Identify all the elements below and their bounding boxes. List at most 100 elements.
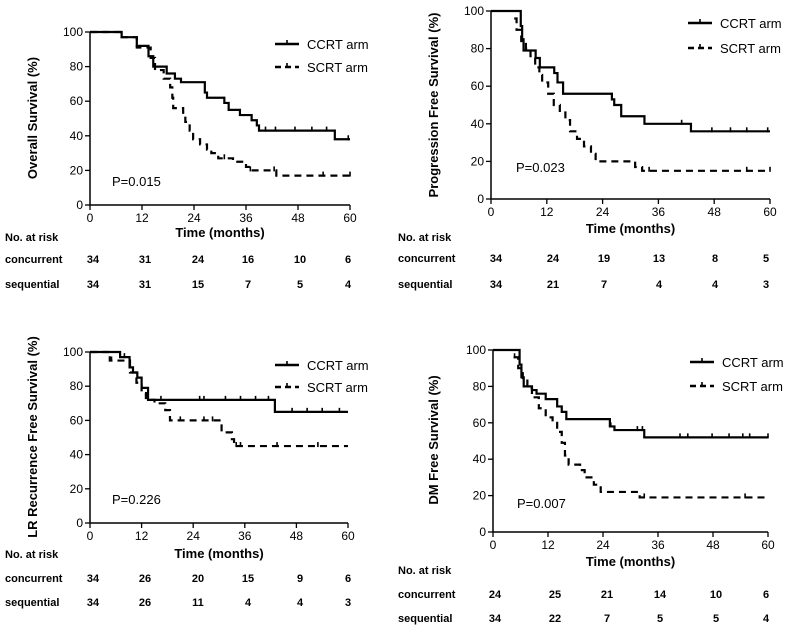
risk-count: 4 xyxy=(297,597,304,609)
risk-row-label: concurrent xyxy=(398,589,456,601)
y-tick-label: 60 xyxy=(70,94,84,108)
risk-row-label: sequential xyxy=(5,279,59,291)
risk-count: 25 xyxy=(549,589,561,601)
y-tick-label: 0 xyxy=(477,192,484,206)
km-curve-scrt xyxy=(513,356,768,499)
y-tick-label: 100 xyxy=(63,25,83,39)
p-value: P=0.015 xyxy=(112,174,161,189)
risk-count: 4 xyxy=(712,279,719,291)
risk-row-label: concurrent xyxy=(398,253,456,265)
risk-count: 13 xyxy=(653,253,665,265)
y-tick-label: 100 xyxy=(466,343,486,357)
legend-label: SCRT arm xyxy=(307,380,368,395)
x-tick-label: 24 xyxy=(187,529,201,543)
km-curve-scrt xyxy=(90,30,350,177)
x-tick-label: 0 xyxy=(87,211,94,225)
x-tick-label: 60 xyxy=(761,538,775,552)
y-tick-label: 20 xyxy=(70,482,84,496)
y-tick-label: 40 xyxy=(473,452,487,466)
y-tick-label: 20 xyxy=(471,154,485,168)
risk-count: 21 xyxy=(547,279,559,291)
legend-label: CCRT arm xyxy=(722,355,784,370)
risk-count: 9 xyxy=(297,573,303,585)
x-tick-label: 24 xyxy=(596,205,610,219)
y-axis-label: DM Free Survival (%) xyxy=(426,375,441,504)
risk-row-label: sequential xyxy=(5,597,59,609)
km-curve-ccrt xyxy=(491,9,770,133)
x-axis-label: Time (months) xyxy=(586,221,675,236)
risk-table-title: No. at risk xyxy=(398,565,452,577)
risk-count: 6 xyxy=(345,573,351,585)
y-tick-label: 0 xyxy=(76,516,83,530)
risk-count: 34 xyxy=(490,253,503,265)
y-tick-label: 40 xyxy=(70,448,84,462)
y-tick-label: 0 xyxy=(479,525,486,539)
risk-count: 26 xyxy=(139,573,151,585)
y-tick-label: 40 xyxy=(471,117,485,131)
risk-count: 34 xyxy=(87,597,100,609)
km-panel-4: 0 12 24 36 48 60 0 20 40 60 80 100 Time (months) DM F… xyxy=(398,343,784,625)
km-curve-scrt xyxy=(514,17,770,172)
risk-row-label: sequential xyxy=(398,613,452,625)
risk-count: 10 xyxy=(294,254,306,266)
risk-count: 4 xyxy=(763,613,770,625)
x-tick-label: 24 xyxy=(187,211,201,225)
y-axis-label: Overall Survival (%) xyxy=(25,57,40,179)
risk-count: 7 xyxy=(601,279,607,291)
risk-count: 11 xyxy=(192,597,204,609)
x-tick-label: 0 xyxy=(87,529,94,543)
km-curve-ccrt xyxy=(90,30,350,141)
risk-table-title: No. at risk xyxy=(5,549,59,561)
risk-count: 7 xyxy=(245,279,251,291)
risk-table-title: No. at risk xyxy=(398,232,452,244)
x-tick-label: 12 xyxy=(135,211,149,225)
risk-count: 5 xyxy=(713,613,719,625)
y-tick-label: 80 xyxy=(473,379,487,393)
risk-count: 34 xyxy=(87,279,100,291)
legend-label: SCRT arm xyxy=(720,41,781,56)
legend-label: CCRT arm xyxy=(720,16,782,31)
risk-table-title: No. at risk xyxy=(5,232,59,244)
risk-count: 22 xyxy=(549,613,561,625)
p-value: P=0.007 xyxy=(517,496,566,511)
y-tick-label: 60 xyxy=(473,416,487,430)
x-tick-label: 36 xyxy=(652,205,666,219)
y-axis-label: LR Recurrence Free Survival (%) xyxy=(25,336,40,538)
risk-count: 21 xyxy=(601,589,613,601)
risk-count: 31 xyxy=(139,254,151,266)
risk-count: 3 xyxy=(345,597,351,609)
risk-count: 10 xyxy=(710,589,722,601)
x-tick-label: 48 xyxy=(708,205,722,219)
p-value: P=0.226 xyxy=(112,492,161,507)
p-value: P=0.023 xyxy=(516,160,565,175)
risk-count: 8 xyxy=(712,253,718,265)
risk-count: 26 xyxy=(139,597,151,609)
risk-count: 34 xyxy=(490,279,503,291)
risk-row-label: concurrent xyxy=(5,254,63,266)
x-tick-label: 12 xyxy=(540,205,554,219)
risk-count: 34 xyxy=(87,573,100,585)
risk-count: 7 xyxy=(604,613,610,625)
risk-count: 5 xyxy=(657,613,663,625)
risk-count: 24 xyxy=(489,589,502,601)
risk-row-label: concurrent xyxy=(5,573,63,585)
x-tick-label: 60 xyxy=(763,205,777,219)
y-tick-label: 60 xyxy=(471,79,485,93)
x-tick-label: 36 xyxy=(651,538,665,552)
risk-count: 34 xyxy=(87,254,100,266)
risk-count: 15 xyxy=(242,573,254,585)
y-tick-label: 80 xyxy=(471,42,485,56)
risk-count: 4 xyxy=(656,279,663,291)
x-tick-label: 60 xyxy=(343,211,357,225)
x-tick-label: 60 xyxy=(341,529,355,543)
x-tick-label: 0 xyxy=(490,538,497,552)
y-tick-label: 60 xyxy=(70,413,84,427)
risk-count: 24 xyxy=(192,254,205,266)
risk-count: 19 xyxy=(598,253,610,265)
x-tick-label: 48 xyxy=(291,211,305,225)
x-tick-label: 12 xyxy=(135,529,149,543)
